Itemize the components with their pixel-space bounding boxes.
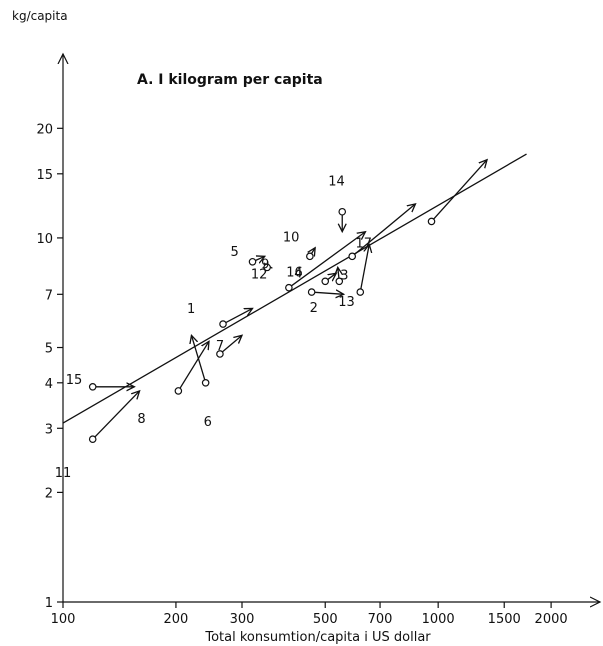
x-ticks: 100 200 300 500 700 1000 1500 2000 bbox=[51, 602, 568, 627]
point-16 bbox=[348, 252, 356, 261]
point-10 bbox=[306, 252, 314, 261]
y-tick-label-1: 2 bbox=[45, 486, 53, 501]
point-11 bbox=[88, 435, 97, 443]
point-label-6: 6 bbox=[204, 415, 212, 430]
y-tick-label-4: 5 bbox=[45, 342, 53, 357]
arrow-6 bbox=[191, 335, 206, 380]
point-2 bbox=[307, 288, 316, 296]
point-9 bbox=[263, 263, 271, 272]
point-17 bbox=[427, 217, 436, 226]
point-label-9: 9 bbox=[261, 257, 269, 272]
point-label-11: 11 bbox=[55, 466, 72, 481]
point-label-10: 10 bbox=[283, 230, 300, 245]
point-label-13: 13 bbox=[338, 295, 355, 310]
point-5 bbox=[248, 257, 257, 266]
x-tick-label-3: 500 bbox=[313, 612, 338, 627]
y-axis-label: kg/capita bbox=[12, 9, 68, 23]
point-14 bbox=[338, 207, 347, 216]
y-tick-label-3: 4 bbox=[45, 377, 53, 392]
point-13 bbox=[356, 288, 365, 296]
x-axis-group: 100 200 300 500 700 1000 1500 2000 bbox=[51, 602, 600, 627]
trend-line bbox=[62, 153, 527, 424]
y-tick-label-2: 3 bbox=[45, 422, 53, 437]
chart-title: A. I kilogram per capita bbox=[137, 72, 323, 88]
arrow-13 bbox=[360, 244, 369, 290]
point-12 bbox=[285, 283, 293, 292]
y-tick-label-6: 10 bbox=[36, 232, 53, 247]
point-label-3: 3 bbox=[340, 268, 348, 283]
y-tick-label-0: 1 bbox=[45, 596, 53, 611]
point-label-15: 15 bbox=[66, 373, 83, 388]
point-label-4: 4 bbox=[294, 266, 302, 281]
x-tick-label-5: 1000 bbox=[422, 612, 455, 627]
x-tick-label-4: 700 bbox=[368, 612, 393, 627]
arrow-16 bbox=[354, 204, 416, 255]
arrow-10 bbox=[312, 248, 316, 254]
point-label-1: 1 bbox=[187, 302, 195, 317]
y-tick-label-7: 15 bbox=[36, 168, 53, 183]
point-label-16: 16 bbox=[286, 265, 303, 280]
arrow-12 bbox=[291, 232, 365, 287]
arrow-8 bbox=[179, 341, 209, 389]
point-1 bbox=[219, 320, 227, 328]
y-tick-label-8: 20 bbox=[36, 122, 53, 137]
x-tick-label-6: 1500 bbox=[488, 612, 521, 627]
arrow-4 bbox=[328, 273, 336, 279]
point-label-2: 2 bbox=[310, 301, 318, 316]
x-tick-label-7: 2000 bbox=[535, 612, 568, 627]
x-tick-label-0: 100 bbox=[51, 612, 76, 627]
point-label-8: 8 bbox=[137, 412, 145, 427]
arrow-2 bbox=[314, 292, 344, 294]
point-label-14: 14 bbox=[328, 175, 345, 190]
arrow-7 bbox=[221, 335, 242, 353]
point-15 bbox=[88, 383, 97, 391]
y-tick-label-5: 7 bbox=[45, 288, 53, 303]
point-6 bbox=[201, 378, 210, 387]
x-axis-label: Total konsumtion/capita i US dollar bbox=[204, 630, 431, 645]
arrow-3 bbox=[338, 267, 339, 279]
x-tick-label-1: 200 bbox=[164, 612, 189, 627]
point-7 bbox=[216, 350, 224, 358]
point-label-5: 5 bbox=[231, 245, 239, 260]
point-label-17: 17 bbox=[356, 236, 373, 251]
y-ticks: 1 2 3 4 5 7 10 15 20 bbox=[36, 122, 63, 611]
point-4 bbox=[321, 277, 330, 286]
x-tick-label-2: 300 bbox=[230, 612, 255, 627]
arrow-1 bbox=[225, 308, 253, 324]
arrow-17 bbox=[433, 160, 487, 220]
arrow-5 bbox=[255, 256, 264, 260]
y-axis-group: 1 2 3 4 5 7 10 15 20 bbox=[36, 54, 63, 611]
point-8 bbox=[174, 387, 183, 395]
point-label-12: 12 bbox=[251, 268, 268, 283]
point-label-7: 7 bbox=[216, 339, 224, 354]
arrow-11 bbox=[94, 391, 140, 438]
